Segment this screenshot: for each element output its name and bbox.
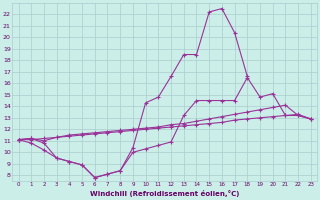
X-axis label: Windchill (Refroidissement éolien,°C): Windchill (Refroidissement éolien,°C)	[90, 190, 239, 197]
